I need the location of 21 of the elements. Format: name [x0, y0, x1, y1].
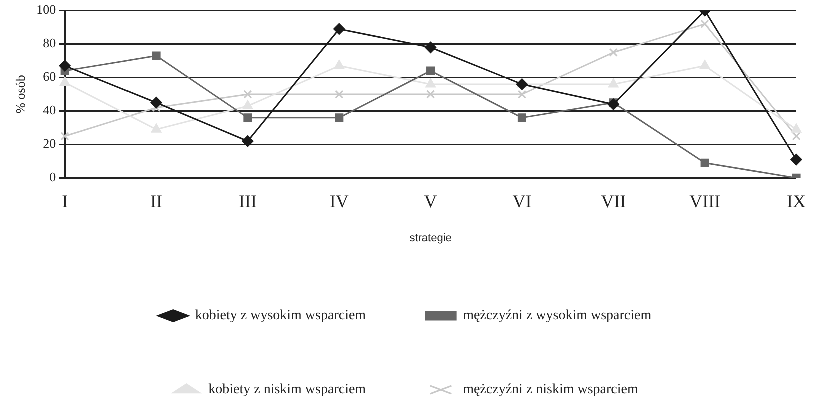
x-axis-title: strategie [410, 232, 452, 244]
x-tick-label: IV [330, 192, 349, 212]
x-tick-label: II [150, 192, 163, 212]
x-tick-label: VI [512, 192, 532, 212]
x-tick-label: VIII [690, 192, 721, 212]
legend-label: mężczyźni z niskim wsparciem [463, 382, 639, 398]
y-tick-label: 20 [43, 136, 56, 152]
x-tick-label: IX [787, 192, 806, 212]
y-axis-title: % osób [13, 75, 28, 114]
y-tick-label: 0 [50, 170, 56, 185]
x-tick-label: V [424, 192, 438, 212]
y-tick-label: 60 [43, 69, 56, 84]
y-tick-label: 100 [36, 2, 56, 18]
legend-label: kobiety z niskim wsparciem [208, 382, 366, 398]
y-tick-label: 40 [43, 102, 56, 118]
y-tick-label: 80 [43, 36, 56, 51]
legend-label: kobiety z wysokim wsparciem [195, 308, 366, 324]
x-tick-label: I [62, 192, 68, 212]
legend-label: mężczyźni z wysokim wsparciem [463, 308, 652, 324]
x-tick-label: VII [601, 192, 626, 212]
x-tick-label: III [238, 192, 257, 212]
